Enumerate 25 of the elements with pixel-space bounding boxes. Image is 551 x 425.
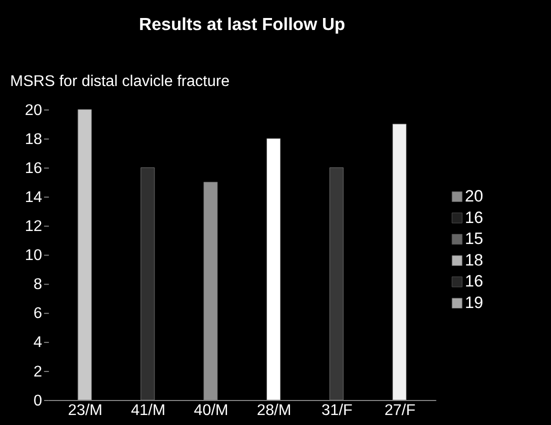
y-tick-label: 0	[34, 392, 42, 410]
y-tick-label: 20	[24, 102, 42, 119]
legend-label: 16	[464, 272, 484, 291]
chart-title: Results at last Follow Up	[139, 14, 346, 34]
y-tick-label: 8	[34, 276, 42, 294]
y-axis-title: MSRS for distal clavicle fracture	[10, 72, 230, 90]
y-tick-label: 16	[24, 160, 42, 177]
legend-label: 18	[464, 251, 484, 270]
legend-label: 16	[464, 208, 484, 227]
legend-label: 19	[464, 294, 484, 312]
y-tick-label: 6	[34, 305, 42, 322]
y-tick-label: 14	[24, 188, 42, 206]
x-tick-label: 40/M	[194, 402, 228, 420]
x-tick-label: 31/F	[322, 402, 352, 420]
legend-label: 15	[464, 230, 484, 248]
x-tick-label: 41/M	[130, 402, 166, 420]
y-tick-label: 2	[34, 363, 42, 380]
y-tick-label: 10	[24, 247, 42, 264]
x-tick-label: 27/F	[384, 402, 416, 420]
y-tick-label: 18	[24, 130, 42, 148]
y-tick-label: 4	[34, 334, 42, 352]
x-tick-label: 23/M	[68, 402, 102, 420]
x-tick-label: 28/M	[256, 402, 292, 420]
y-tick-label: 12	[24, 218, 42, 236]
legend-label: 20	[464, 188, 484, 206]
